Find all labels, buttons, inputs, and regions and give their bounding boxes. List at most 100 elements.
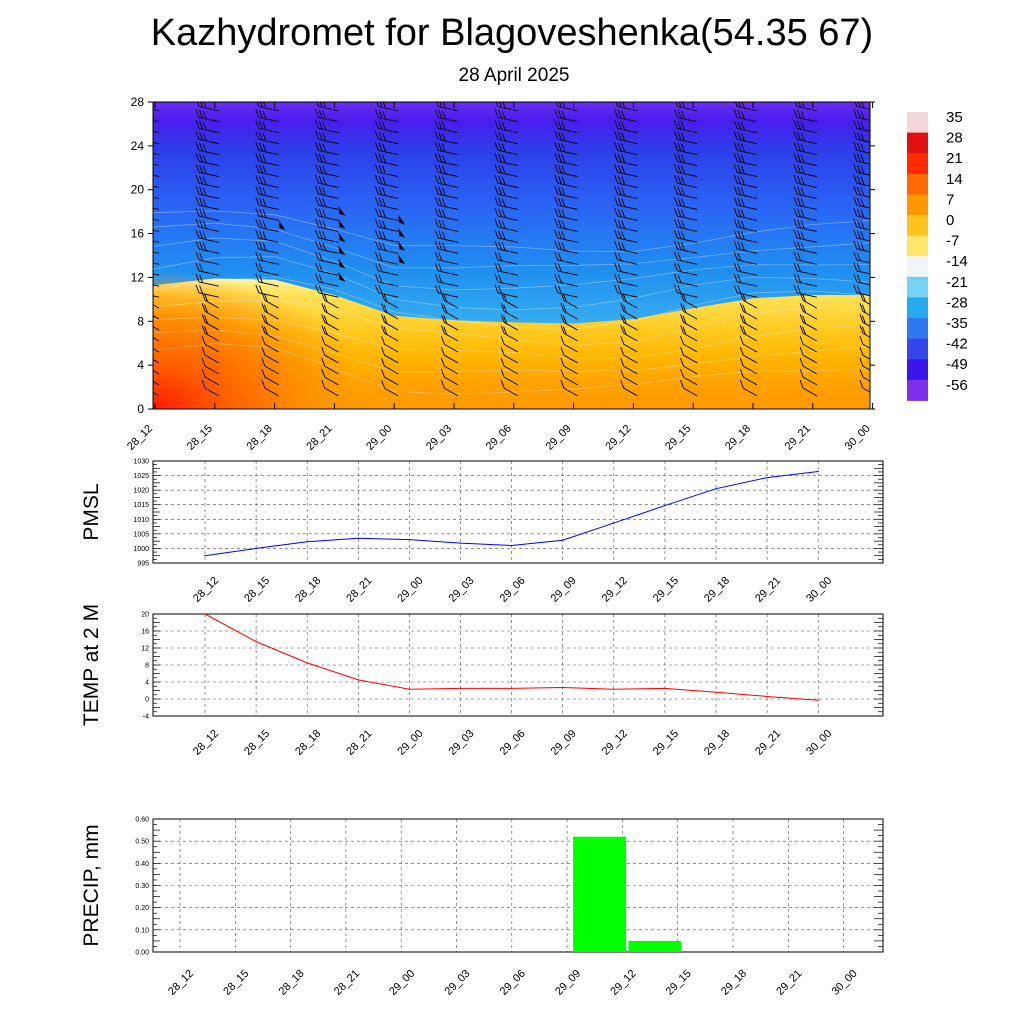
wind-barb xyxy=(195,284,219,298)
wind-pennant xyxy=(338,245,346,256)
wind-barb xyxy=(733,207,758,221)
pmsl-point xyxy=(306,541,308,543)
colorbar-swatch xyxy=(907,153,928,175)
x-tick-label: 29_12 xyxy=(600,575,630,605)
x-tick-label: 28_15 xyxy=(242,728,272,758)
wind-barb xyxy=(793,229,817,243)
wind-barb xyxy=(680,358,698,375)
wind-barb xyxy=(381,314,399,331)
wind-barb xyxy=(680,368,698,386)
right-minor-ticks xyxy=(153,818,883,953)
wind-barb xyxy=(374,251,399,265)
x-tick-label: 28_15 xyxy=(242,575,272,605)
temp-point xyxy=(204,613,206,615)
colorbar-swatch xyxy=(907,194,928,216)
wind-barb xyxy=(799,347,818,364)
wind-barb xyxy=(620,368,638,386)
wind-barb xyxy=(494,186,518,199)
wind-barb xyxy=(554,240,578,254)
wind-barb xyxy=(733,164,758,177)
wind-barb xyxy=(853,218,870,231)
colorbar-label: 0 xyxy=(946,212,954,229)
wind-barb xyxy=(614,175,638,188)
wind-barb xyxy=(494,131,518,145)
wind-barb xyxy=(853,229,870,242)
wind-barb xyxy=(261,303,279,320)
temp-point xyxy=(306,662,308,664)
wind-barb xyxy=(153,304,160,309)
wind-barb xyxy=(500,368,519,386)
wind-barb xyxy=(793,207,817,221)
temp-point xyxy=(255,641,257,643)
wind-barb xyxy=(374,240,399,254)
x-tick-label: 29_15 xyxy=(651,728,681,758)
wind-barb xyxy=(739,336,758,353)
wind-barb xyxy=(374,153,399,167)
wind-barb xyxy=(853,120,870,132)
colorbar-swatch xyxy=(907,379,928,401)
x-tick-label: 28_21 xyxy=(344,575,374,605)
wind-barb xyxy=(853,109,870,121)
wind-barb xyxy=(315,229,339,243)
wind-barb xyxy=(793,164,817,177)
contour-line xyxy=(153,316,870,359)
x-tick-label: 29_12 xyxy=(600,728,630,758)
wind-barb xyxy=(195,251,219,265)
y-tick-label: 0.60 xyxy=(135,817,149,824)
wind-barb xyxy=(195,218,219,232)
wind-barb xyxy=(614,262,638,276)
y-tick-label: 20 xyxy=(141,612,149,619)
x-tick-label: 28_21 xyxy=(344,728,374,758)
wind-barb xyxy=(374,229,399,243)
wind-barb xyxy=(374,186,399,199)
wind-barb xyxy=(201,379,220,397)
wind-barb xyxy=(620,379,638,397)
wind-barb xyxy=(799,325,818,342)
x-tick-label: 28_12 xyxy=(125,423,155,453)
x-tick-label: 28_12 xyxy=(191,728,221,758)
wind-barb xyxy=(793,218,817,232)
x-tick-label: 29_00 xyxy=(395,575,425,605)
wind-barb xyxy=(153,262,160,265)
wind-barb xyxy=(853,175,870,187)
wind-barb xyxy=(195,153,219,167)
x-tick-label: 29_18 xyxy=(719,968,749,998)
wind-barb xyxy=(195,186,219,199)
wind-barb xyxy=(434,284,459,298)
wind-barb xyxy=(315,284,339,298)
x-tick-label: 29_18 xyxy=(702,575,732,605)
wind-barb xyxy=(153,380,160,386)
wind-barb xyxy=(739,314,758,331)
wind-barb xyxy=(673,164,698,177)
y-tick-label: 0.00 xyxy=(135,950,149,957)
pmsl-point xyxy=(664,504,666,507)
wind-barb xyxy=(374,284,399,298)
wind-barb xyxy=(673,142,698,156)
wind-barb xyxy=(201,347,220,364)
wind-barb xyxy=(733,131,758,145)
wind-barb xyxy=(255,284,279,298)
wind-pennant xyxy=(338,205,346,216)
wind-barb xyxy=(434,186,459,199)
y-tick-label: 16 xyxy=(131,227,145,241)
colorbar-swatch xyxy=(907,235,928,257)
y-tick-label: 1010 xyxy=(133,517,149,524)
wind-barb xyxy=(315,273,339,287)
right-minor-ticks xyxy=(153,460,883,564)
wind-barb xyxy=(733,153,758,167)
wind-barb xyxy=(793,240,817,254)
wind-barb xyxy=(680,379,698,397)
wind-barb xyxy=(434,109,459,123)
wind-barb xyxy=(494,153,518,167)
y-tick-label: 1025 xyxy=(133,473,149,480)
colorbar-label: -7 xyxy=(946,233,959,250)
wind-barb xyxy=(614,284,638,298)
y-tick-label: 16 xyxy=(141,629,149,636)
wind-barb xyxy=(793,284,817,298)
colorbar-swatch xyxy=(907,132,928,154)
y-axis-label: PRECIP, mm xyxy=(80,824,103,946)
wind-barb xyxy=(315,164,339,177)
x-tick-label: 28_15 xyxy=(185,423,215,453)
wind-barb xyxy=(381,303,399,320)
wind-barb xyxy=(554,186,578,199)
